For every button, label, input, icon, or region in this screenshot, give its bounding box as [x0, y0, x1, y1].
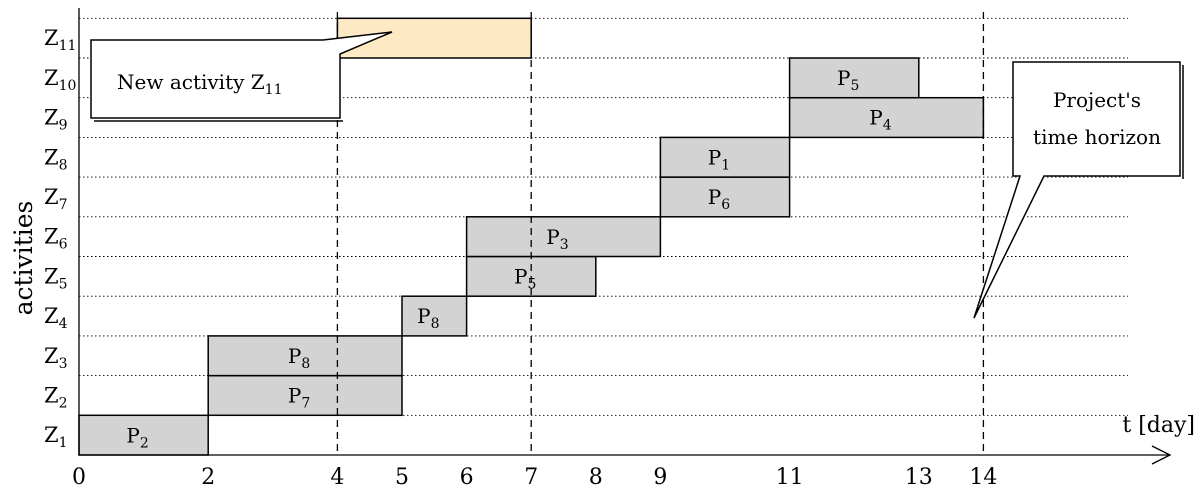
x-tick-label: 8: [589, 465, 603, 489]
x-tick-label: 6: [460, 465, 474, 489]
activity-bar: [78, 414, 209, 456]
x-tick-label: 14: [969, 465, 997, 489]
bar-label: P3: [546, 225, 568, 253]
bar-label: P5: [837, 66, 859, 94]
activity-bar: [788, 57, 920, 99]
new-activity-callout-box: [90, 31, 393, 119]
time-horizon-line1: Project's: [1053, 88, 1141, 112]
bar-label: P8: [417, 304, 439, 332]
bar-label: P5: [514, 265, 536, 293]
y-axis-label: activities: [9, 201, 38, 316]
time-horizon-callout-box: [973, 61, 1181, 319]
activity-bar: [465, 216, 662, 258]
x-tick-label: 2: [201, 465, 215, 489]
row-label: Z6: [44, 225, 68, 253]
row-label: Z3: [44, 344, 68, 372]
bar-label: P1: [708, 145, 730, 173]
bar-label: P7: [288, 384, 310, 412]
time-horizon-callout: Project's time horizon: [973, 61, 1184, 319]
time-horizon-line2: time horizon: [1033, 125, 1161, 149]
activity-bar: [401, 295, 468, 337]
x-tick-labels: 0 2 4 5 6 7 8 9 11 13 14: [72, 465, 997, 489]
bar-label: P2: [126, 423, 148, 451]
new-activity-callout: New activity Z11: [90, 31, 393, 122]
x-tick-label: 13: [905, 465, 933, 489]
x-tick-label: 9: [653, 465, 667, 489]
row-label: Z11: [44, 26, 76, 54]
x-tick-label: 11: [776, 465, 804, 489]
x-tick-label: 0: [72, 465, 86, 489]
bar-label: P6: [708, 185, 730, 213]
row-label: Z7: [44, 185, 68, 213]
row-label: Z4: [44, 304, 68, 332]
activity-bar: [788, 96, 985, 139]
y-tick-labels: Z1 Z2 Z3 Z4 Z5 Z6 Z7 Z8 Z9 Z10 Z11: [44, 26, 76, 451]
activity-bar: [659, 136, 791, 178]
row-label: Z2: [44, 383, 68, 411]
x-axis-arrow: [1151, 445, 1172, 465]
new-activity-label: New activity Z11: [117, 70, 282, 98]
row-label: Z10: [44, 66, 76, 94]
bar-label: P4: [869, 106, 891, 134]
x-tick-label: 4: [330, 465, 344, 489]
x-tick-label: 5: [395, 465, 409, 489]
row-label: Z5: [44, 264, 68, 292]
bar-label: P8: [288, 344, 310, 372]
activity-bar: [207, 335, 403, 377]
row-label: Z1: [44, 423, 68, 451]
activity-bar: [659, 176, 791, 218]
x-tick-label: 7: [524, 465, 538, 489]
row-label: Z9: [44, 106, 68, 134]
row-label: Z8: [44, 145, 68, 173]
axes: [78, 8, 1172, 465]
x-axis-label: t [day]: [1122, 413, 1195, 438]
